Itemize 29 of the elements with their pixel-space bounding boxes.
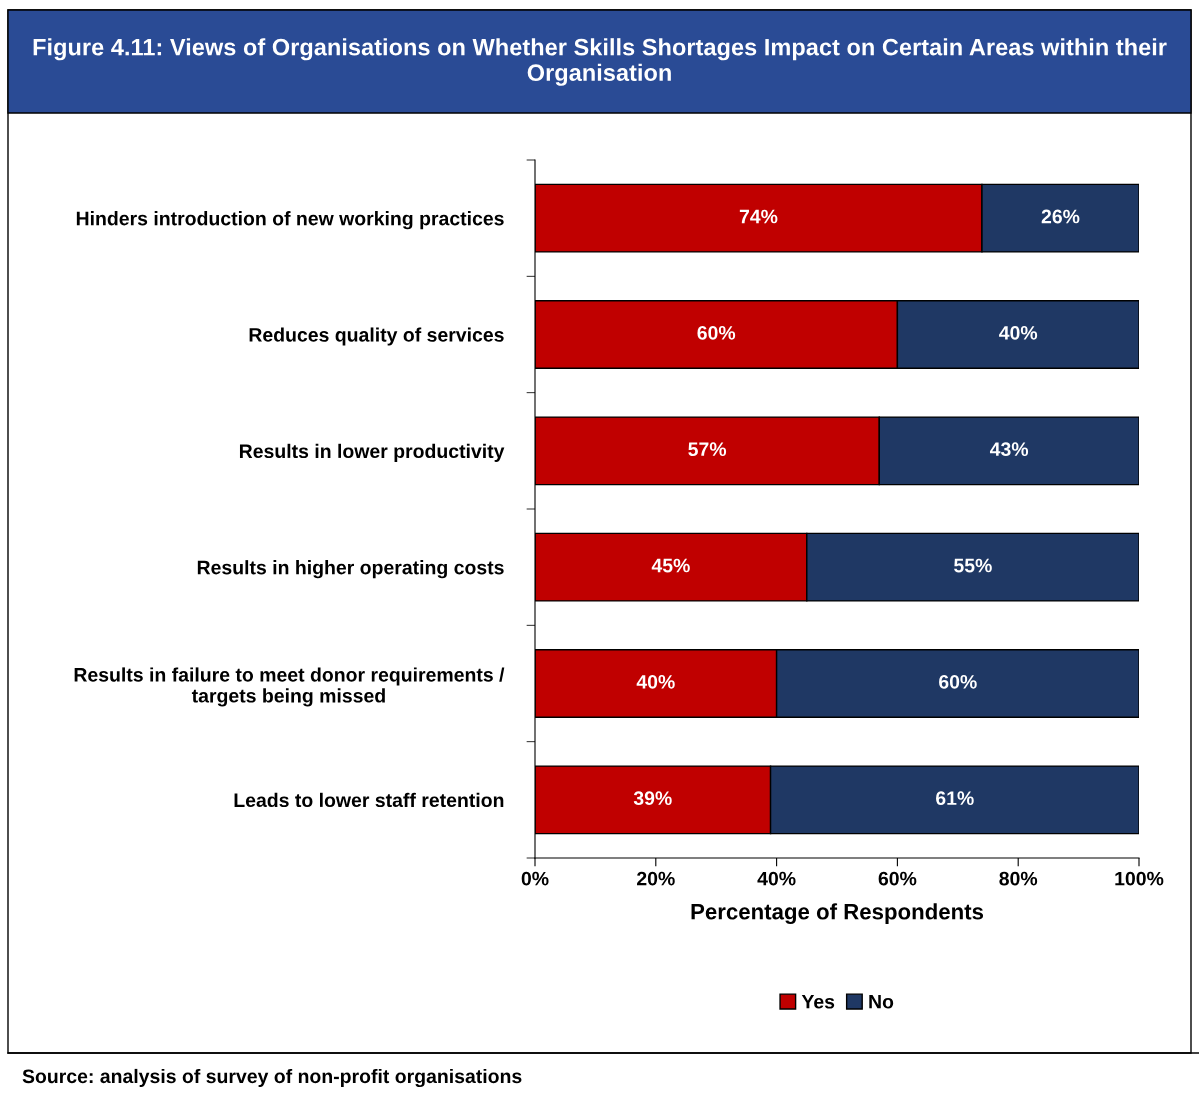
data-label: 57% (688, 442, 727, 457)
data-label: 43% (989, 442, 1029, 457)
chart-title: Figure 4.11: Views of Organisations on Whether Skills Shortages Impact on Certain Areas within their Organisation (33, 38, 1167, 86)
data-label: 26% (1041, 209, 1080, 224)
y-tick-label: Leads to lower staff retention (234, 792, 504, 808)
x-tick-label: 100% (1115, 871, 1164, 886)
data-label: 40% (636, 674, 675, 689)
x-tick-label: 40% (757, 871, 796, 886)
data-label: 60% (939, 674, 977, 689)
data-label: 60% (697, 325, 736, 340)
y-tick-label: Results in failure to meet donor requirements / targets being missed (74, 667, 505, 707)
y-tick-label: Results in higher operating costs (197, 560, 504, 579)
x-tick-label: 20% (637, 871, 675, 886)
data-label: 39% (633, 791, 672, 806)
data-label: 55% (954, 558, 992, 573)
legend-label: Yes (801, 994, 835, 1009)
x-tick-label: 60% (878, 871, 917, 886)
legend-label: No (869, 994, 894, 1009)
x-axis-title: Percentage of Respondents (691, 903, 984, 925)
data-label: 61% (936, 791, 974, 806)
source-note: Source: analysis of survey of non-profit organisations (22, 1068, 522, 1088)
x-tick-label: 0% (521, 871, 549, 886)
data-label: 74% (739, 209, 778, 224)
data-label: 45% (651, 558, 690, 573)
x-tick-label: 80% (999, 871, 1038, 886)
y-tick-label: Results in lower productivity (239, 443, 505, 462)
data-label: 40% (999, 325, 1038, 340)
y-tick-label: Reduces quality of services (249, 327, 504, 346)
y-tick-label: Hinders introduction of new working practices (76, 211, 504, 230)
